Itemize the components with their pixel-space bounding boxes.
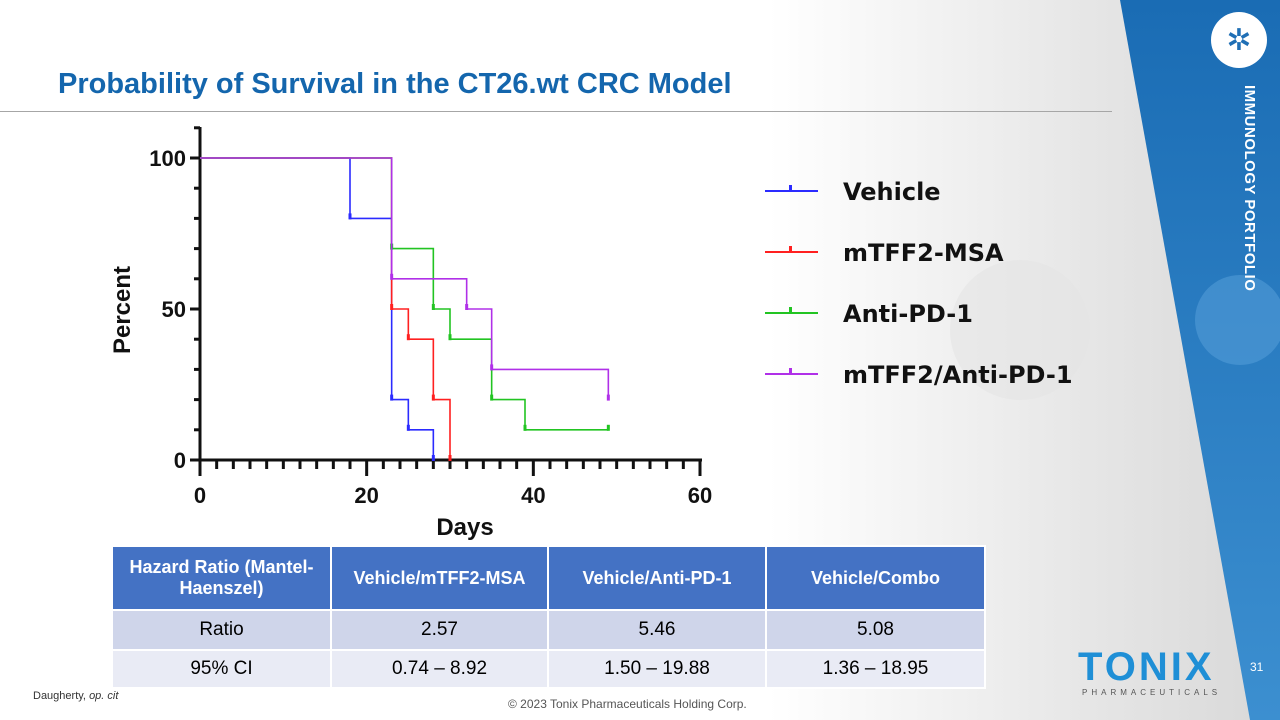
hazard-ratio-table: Hazard Ratio (Mantel-Haenszel) Vehicle/m… bbox=[111, 545, 986, 689]
curves bbox=[200, 157, 610, 461]
legend-marker bbox=[789, 246, 792, 252]
event-marker bbox=[406, 424, 410, 431]
x-tick-label: 20 bbox=[354, 483, 378, 508]
tonix-logo-sub: PHARMACEUTICALS bbox=[1082, 688, 1222, 697]
title-divider bbox=[0, 111, 1112, 112]
table-header: Vehicle/Combo bbox=[765, 545, 986, 611]
table-cell: 0.74 – 8.92 bbox=[330, 649, 549, 689]
page-title: Probability of Survival in the CT26.wt C… bbox=[58, 68, 732, 100]
y-tick-label: 0 bbox=[174, 448, 186, 473]
event-marker bbox=[390, 304, 394, 310]
event-marker bbox=[465, 304, 469, 310]
event-marker bbox=[390, 394, 394, 401]
event-marker bbox=[348, 213, 352, 220]
event-marker bbox=[523, 424, 527, 431]
survival-chart: 0 50 100 0 20 40 60 Vehicle mTFF2-MSA Anti-PD-1 m… bbox=[109, 126, 1073, 541]
legend-marker bbox=[789, 185, 792, 191]
table-header: Vehicle/mTFF2-MSA bbox=[330, 545, 549, 611]
event-marker bbox=[606, 424, 610, 431]
y-tick-label: 50 bbox=[162, 297, 186, 322]
table-cell: 2.57 bbox=[330, 609, 549, 651]
legend-label: mTFF2-MSA bbox=[843, 239, 1004, 267]
table-cell: 95% CI bbox=[111, 649, 332, 689]
table-header-row: Hazard Ratio (Mantel-Haenszel) Vehicle/m… bbox=[111, 545, 986, 611]
event-marker bbox=[406, 334, 410, 341]
event-marker bbox=[431, 455, 435, 461]
citation: Daugherty, op. cit bbox=[33, 690, 118, 702]
axes: 0 50 100 0 20 40 60 bbox=[149, 126, 712, 508]
page-number: 31 bbox=[1250, 660, 1264, 674]
legend-label: mTFF2/Anti-PD-1 bbox=[843, 361, 1073, 389]
event-marker bbox=[606, 394, 610, 401]
table-row: Ratio 2.57 5.46 5.08 bbox=[111, 609, 986, 651]
table-cell: 1.36 – 18.95 bbox=[765, 649, 986, 689]
table-header: Vehicle/Anti-PD-1 bbox=[547, 545, 767, 611]
legend: Vehicle mTFF2-MSA Anti-PD-1 mTFF2/Anti-PD-1 bbox=[765, 178, 1073, 389]
table-cell: 1.50 – 19.88 bbox=[547, 649, 767, 689]
y-axis-label: Percent bbox=[109, 266, 136, 354]
copyright: © 2023 Tonix Pharmaceuticals Holding Cor… bbox=[508, 697, 747, 711]
citation-ref: op. cit bbox=[89, 690, 119, 702]
survival-curve-3 bbox=[200, 157, 610, 400]
table-cell: Ratio bbox=[111, 609, 332, 651]
event-marker bbox=[490, 394, 494, 401]
table-header: Hazard Ratio (Mantel-Haenszel) bbox=[111, 545, 332, 611]
event-marker bbox=[490, 364, 494, 371]
legend-marker bbox=[789, 368, 792, 374]
legend-label: Vehicle bbox=[843, 178, 941, 206]
y-tick-label: 100 bbox=[149, 146, 186, 171]
tonix-logo: TONIX bbox=[1078, 645, 1215, 689]
event-marker bbox=[431, 304, 435, 310]
legend-label: Anti-PD-1 bbox=[843, 300, 973, 328]
event-marker bbox=[390, 273, 394, 280]
section-label: IMMUNOLOGY PORTFOLIO bbox=[1241, 85, 1258, 292]
citation-author: Daugherty, bbox=[33, 690, 90, 702]
legend-marker bbox=[789, 307, 792, 313]
x-tick-label: 60 bbox=[688, 483, 712, 508]
event-marker bbox=[431, 394, 435, 401]
x-tick-label: 40 bbox=[521, 483, 545, 508]
event-marker bbox=[448, 455, 452, 461]
table-cell: 5.46 bbox=[547, 609, 767, 651]
event-marker bbox=[448, 334, 452, 341]
x-tick-label: 0 bbox=[194, 483, 206, 508]
table-row: 95% CI 0.74 – 8.92 1.50 – 19.88 1.36 – 1… bbox=[111, 649, 986, 689]
immunology-emblem-icon: ✲ bbox=[1211, 12, 1267, 68]
table-cell: 5.08 bbox=[765, 609, 986, 651]
survival-curve-2 bbox=[200, 157, 609, 431]
x-axis-label: Days bbox=[436, 514, 493, 541]
survival-curve-1 bbox=[200, 157, 451, 460]
